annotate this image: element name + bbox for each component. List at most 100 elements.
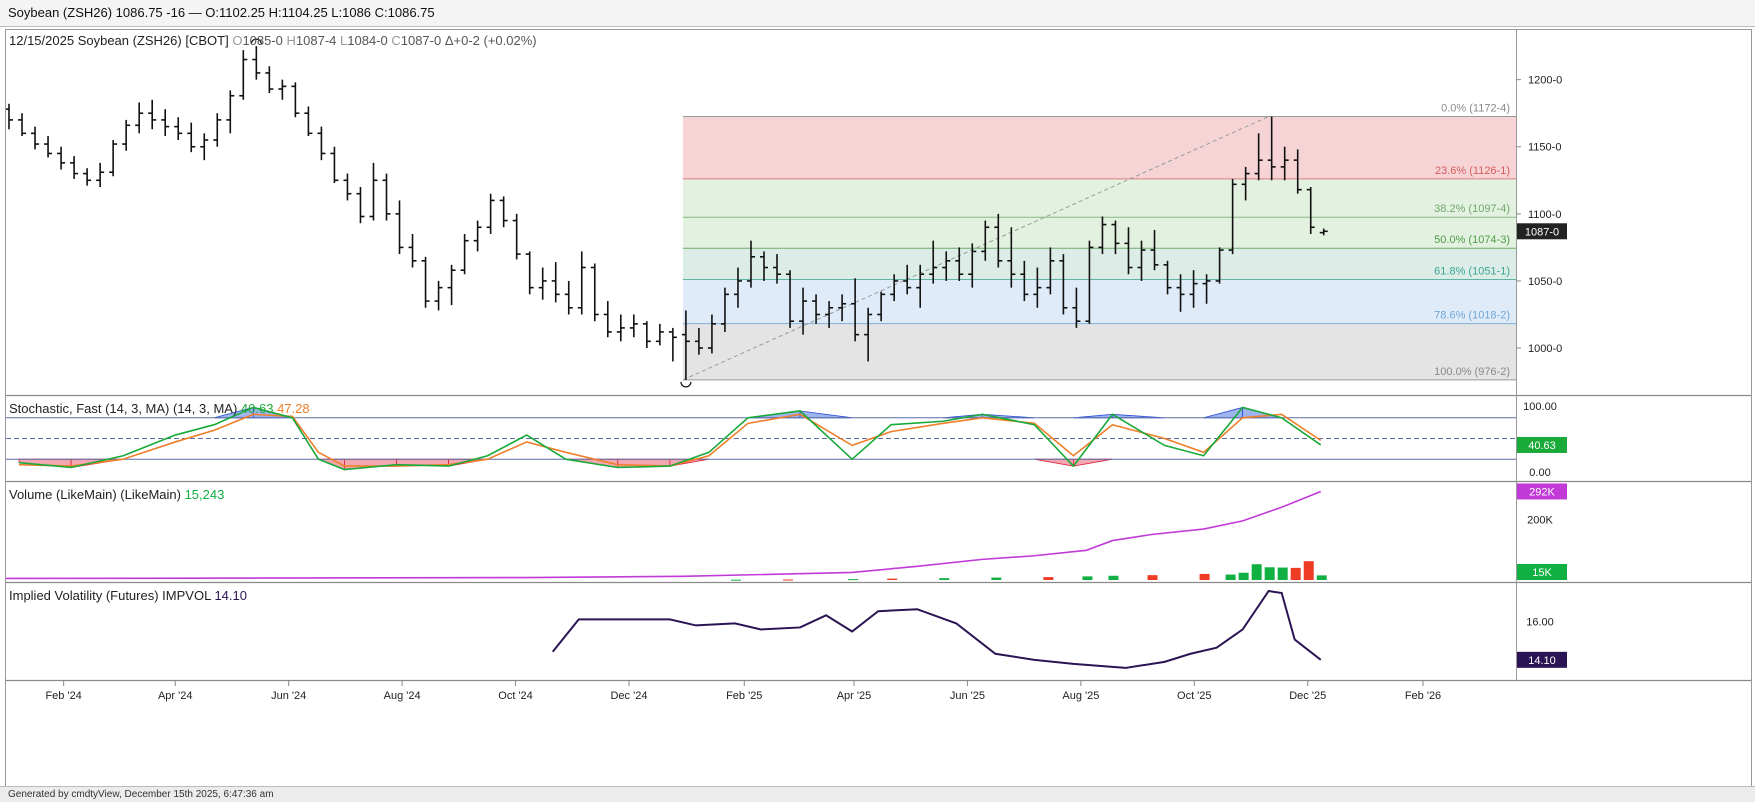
ohlc-bar	[1267, 116, 1276, 181]
ohlc-bar	[564, 280, 573, 315]
stoch-k-line	[18, 406, 1322, 471]
ohlc-bar	[1046, 247, 1055, 295]
ohlc-bar	[148, 99, 157, 130]
chart-canvas[interactable]: 0.0% (1172-4) 23.6% (1126-1) 38.2% (1097-4…	[5, 30, 1751, 786]
ohlc-bar	[174, 117, 183, 141]
volume-bar	[1303, 561, 1314, 580]
ohlc-bar	[1163, 260, 1172, 295]
ohlc-bar	[916, 264, 925, 308]
ohlc-bar	[694, 327, 703, 355]
header-ohlc-key: C	[391, 33, 400, 48]
ohlc-bar	[252, 46, 261, 80]
fib-level-label: 0.0% (1172-4)	[1441, 103, 1510, 115]
volume-bar	[1238, 572, 1249, 580]
volume-ma-label: 292K	[1529, 486, 1555, 498]
header-ohlc-value: 1085-0	[242, 33, 286, 48]
main-panel-header: 12/15/2025 Soybean (ZSH26) [CBOT] O1085-…	[9, 33, 537, 48]
chart-frame[interactable]: 0.0% (1172-4) 23.6% (1126-1) 38.2% (1097-4…	[5, 29, 1752, 787]
x-tick-label: Jun '24	[271, 690, 306, 702]
volume-bar	[730, 579, 741, 581]
header-ohlc-value: 1087-4	[296, 33, 340, 48]
volume-ma-line	[5, 490, 1322, 580]
ohlc-bar	[1189, 270, 1198, 308]
ohlc-bar	[1007, 227, 1016, 288]
x-tick-label: Aug '24	[384, 690, 421, 702]
iv-value-label: 14.10	[1528, 655, 1556, 667]
x-tick-label: Feb '26	[1405, 690, 1441, 702]
header-ohlc-key: H	[287, 33, 296, 48]
ohlc-bar	[1111, 220, 1120, 255]
stoch-value-tag	[1517, 436, 1567, 453]
volume-value: 15,243	[185, 487, 225, 502]
ohlc-bar	[1137, 240, 1146, 281]
iv-line	[551, 589, 1322, 669]
ohlc-bar	[968, 243, 977, 288]
stoch-title: Stochastic, Fast (14, 3, MA)	[9, 401, 173, 416]
footer-text: Generated by cmdtyView, December 15th 20…	[8, 789, 274, 800]
ohlc-bar	[981, 220, 990, 261]
ohlc-bar	[1020, 260, 1029, 302]
ohlc-bar	[187, 122, 196, 153]
ohlc-bar	[499, 196, 508, 228]
fib-level-label: 23.6% (1126-1)	[1435, 165, 1510, 177]
ohlc-bar	[83, 168, 92, 186]
header-date: 12/15/2025	[9, 33, 78, 48]
volume-bar	[1290, 567, 1301, 580]
ohlc-bar	[760, 251, 768, 281]
ohlc-bar	[1124, 227, 1133, 275]
x-tick-label: Feb '24	[45, 690, 81, 702]
iv-value: 14.10	[214, 588, 247, 603]
volume-bar	[1108, 575, 1119, 580]
x-tick-label: Dec '25	[1289, 690, 1326, 702]
ohlc-bar	[213, 113, 222, 147]
ohlc-bar	[786, 270, 795, 328]
ohlc-bar	[825, 301, 834, 328]
ohlc-bar	[955, 247, 964, 281]
header-ohlc-value: 1084-0	[347, 33, 391, 48]
ohlc-bar	[5, 103, 13, 130]
ohlc-bar	[434, 280, 443, 311]
last-price-tag	[1517, 223, 1567, 240]
ohlc-bar	[291, 82, 300, 118]
fib-zone	[682, 116, 1516, 179]
x-tick-label: Oct '25	[1177, 690, 1212, 702]
x-tick-label: Apr '24	[158, 690, 193, 702]
header-ohlc-key: O	[232, 33, 242, 48]
ohlc-bar	[799, 287, 808, 335]
header-ohlc-key: L	[340, 33, 347, 48]
price-tick-label: 1050-0	[1528, 276, 1562, 288]
x-tick-label: Aug '25	[1062, 690, 1099, 702]
price-tick-label: 1150-0	[1528, 142, 1561, 154]
ohlc-bar	[265, 66, 274, 94]
ohlc-bar	[877, 291, 886, 322]
ohlc-bar	[1150, 229, 1159, 271]
iv-header: Implied Volatility (Futures) IMPVOL 14.1…	[9, 588, 247, 603]
ohlc-bar	[44, 136, 53, 158]
ohlc-bar	[525, 251, 534, 295]
iv-title: Implied Volatility (Futures)	[9, 588, 162, 603]
volume-bar	[1043, 577, 1054, 580]
stoch-header: Stochastic, Fast (14, 3, MA) (14, 3, MA)…	[9, 401, 310, 416]
volume-bar	[1251, 564, 1262, 580]
volume-bar	[1225, 574, 1236, 580]
x-tick-label: Jun '25	[950, 690, 985, 702]
x-tick-label: Oct '24	[498, 690, 533, 702]
stoch-overbought-fill	[1203, 406, 1244, 419]
x-tick-label: Dec '24	[610, 690, 647, 702]
stoch-overbought-fill	[1112, 413, 1165, 419]
x-tick-label: Apr '25	[837, 690, 872, 702]
stoch-d-value: 47.28	[277, 401, 310, 416]
ohlc-bar	[408, 233, 417, 268]
ohlc-bar	[135, 102, 144, 134]
ohlc-bar	[226, 90, 235, 134]
stoch-value-label: 40.63	[1528, 440, 1556, 452]
fib-zone	[682, 178, 1516, 218]
ohlc-bar	[812, 294, 821, 324]
ohlc-bar	[122, 119, 131, 151]
volume-params: (LikeMain)	[120, 487, 184, 502]
volume-bar	[1316, 575, 1327, 580]
ohlc-bar	[473, 220, 482, 252]
ohlc-bar	[733, 267, 742, 308]
window-title: Soybean (ZSH26) 1086.75 -16 — O:1102.25 …	[8, 5, 435, 20]
ohlc-bar	[31, 126, 40, 150]
